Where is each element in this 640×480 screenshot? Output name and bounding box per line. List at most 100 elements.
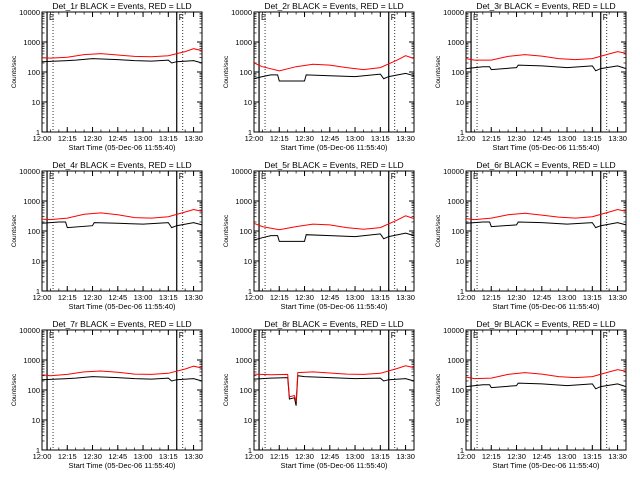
x-tick-label: 12:45 — [320, 293, 339, 302]
y-tick-label: 1000 — [235, 356, 252, 365]
y-tick-label: 10 — [456, 98, 464, 107]
y-axis-label: Counts/sec — [223, 55, 230, 88]
marker-flag-label: E — [473, 13, 478, 22]
y-tick-label: 10 — [32, 257, 40, 266]
x-tick-label: 13:00 — [346, 293, 365, 302]
y-tick-label: 1000 — [447, 197, 464, 206]
y-tick-label: 10 — [244, 98, 252, 107]
x-tick-label: 13:15 — [371, 293, 390, 302]
marker-flag-label: F — [391, 13, 396, 22]
x-tick-label: 12:45 — [532, 452, 551, 461]
x-tick-label: 12:30 — [295, 134, 314, 143]
y-tick-label: 100 — [27, 68, 40, 77]
x-tick-label: 12:30 — [295, 452, 314, 461]
x-tick-label: 12:30 — [83, 452, 102, 461]
marker-flag-label: F — [179, 172, 184, 181]
panel-title: Det_8r BLACK = Events, RED = LLD — [264, 319, 403, 329]
panel-2: Det_2r BLACK = Events, RED = LLD 1 10 100 10… — [223, 1, 415, 152]
y-tick-label: 1 — [36, 128, 40, 137]
y-tick-label: 10 — [32, 416, 40, 425]
x-tick-label: 12:00 — [33, 452, 52, 461]
panel-4: Det_4r BLACK = Events, RED = LLD 1 10 100 10… — [11, 160, 203, 311]
marker-flag-label: E — [49, 172, 54, 181]
x-axis-label: Start Time (05-Dec-06 11:55:40) — [281, 302, 388, 311]
x-tick-label: 12:30 — [507, 293, 526, 302]
events-series-line — [253, 375, 415, 406]
x-tick-label: 13:00 — [558, 134, 577, 143]
y-tick-label: 1 — [460, 446, 464, 455]
y-tick-label: 10000 — [231, 167, 252, 176]
events-series-line — [253, 72, 415, 82]
plot-frame — [253, 170, 415, 292]
panel-1: Det_1r BLACK = Events, RED = LLD 1 10 100 10… — [11, 1, 203, 152]
x-tick-label: 13:30 — [396, 293, 415, 302]
x-tick-label: 13:15 — [159, 293, 178, 302]
x-tick-label: 13:00 — [134, 452, 153, 461]
panel-6: Det_6r BLACK = Events, RED = LLD 1 10 100 10… — [435, 160, 627, 311]
x-tick-label: 13:30 — [608, 452, 627, 461]
y-tick-label: 1 — [248, 128, 252, 137]
events-series-line — [253, 232, 415, 242]
y-tick-label: 1000 — [235, 197, 252, 206]
x-tick-label: 12:15 — [482, 452, 501, 461]
y-tick-label: 10000 — [443, 8, 464, 17]
events-series-line — [41, 221, 203, 229]
x-tick-label: 13:00 — [134, 134, 153, 143]
x-tick-label: 12:30 — [83, 134, 102, 143]
x-tick-label: 12:45 — [320, 134, 339, 143]
x-tick-label: 12:30 — [295, 293, 314, 302]
x-axis-label: Start Time (05-Dec-06 11:55:40) — [493, 302, 600, 311]
y-axis-label: Counts/sec — [435, 55, 442, 88]
x-tick-label: 13:30 — [184, 134, 203, 143]
panel-9: Det_9r BLACK = Events, RED = LLD 1 10 100 10… — [435, 319, 627, 470]
x-axis-label: Start Time (05-Dec-06 11:55:40) — [493, 461, 600, 470]
panel-5: Det_5r BLACK = Events, RED = LLD 1 10 100 10… — [223, 160, 415, 311]
marker-flag-label: F — [179, 13, 184, 22]
y-tick-label: 10 — [456, 416, 464, 425]
y-tick-label: 100 — [451, 68, 464, 77]
y-axis-label: Counts/sec — [223, 373, 230, 406]
x-tick-label: 12:00 — [245, 293, 264, 302]
y-tick-label: 10000 — [19, 167, 40, 176]
lld-series-line — [253, 55, 415, 72]
plot-frame — [253, 329, 415, 451]
y-tick-label: 10 — [32, 98, 40, 107]
panel-title: Det_1r BLACK = Events, RED = LLD — [52, 1, 191, 11]
x-tick-label: 12:30 — [83, 293, 102, 302]
y-tick-label: 100 — [451, 227, 464, 236]
lld-series-line — [41, 365, 203, 377]
marker-flag-label: E — [473, 331, 478, 340]
y-tick-label: 1000 — [23, 356, 40, 365]
panel-3: Det_3r BLACK = Events, RED = LLD 1 10 100 10… — [435, 1, 627, 152]
x-tick-label: 13:00 — [558, 452, 577, 461]
x-tick-label: 12:15 — [58, 293, 77, 302]
x-tick-label: 13:00 — [134, 293, 153, 302]
x-tick-label: 13:30 — [608, 134, 627, 143]
y-axis-label: Counts/sec — [11, 214, 18, 247]
y-tick-label: 1 — [36, 446, 40, 455]
plot-frame — [465, 11, 627, 133]
x-tick-label: 13:15 — [371, 134, 390, 143]
y-tick-label: 10000 — [231, 326, 252, 335]
y-tick-label: 10000 — [19, 326, 40, 335]
marker-flag-label: F — [603, 331, 608, 340]
panel-title: Det_5r BLACK = Events, RED = LLD — [264, 160, 403, 170]
x-tick-label: 13:30 — [396, 134, 415, 143]
x-axis-label: Start Time (05-Dec-06 11:55:40) — [493, 143, 600, 152]
x-tick-label: 12:30 — [507, 452, 526, 461]
x-tick-label: 12:00 — [245, 134, 264, 143]
y-tick-label: 10 — [456, 257, 464, 266]
y-tick-label: 10 — [244, 416, 252, 425]
x-tick-label: 13:30 — [184, 293, 203, 302]
x-tick-label: 13:00 — [558, 293, 577, 302]
plot-frame — [41, 11, 203, 133]
lld-series-line — [253, 365, 415, 403]
x-tick-label: 13:15 — [583, 293, 602, 302]
x-tick-label: 12:45 — [532, 134, 551, 143]
x-tick-label: 12:45 — [108, 293, 127, 302]
marker-flag-label: F — [179, 331, 184, 340]
y-tick-label: 1000 — [235, 38, 252, 47]
y-tick-label: 100 — [239, 386, 252, 395]
y-tick-label: 100 — [27, 386, 40, 395]
